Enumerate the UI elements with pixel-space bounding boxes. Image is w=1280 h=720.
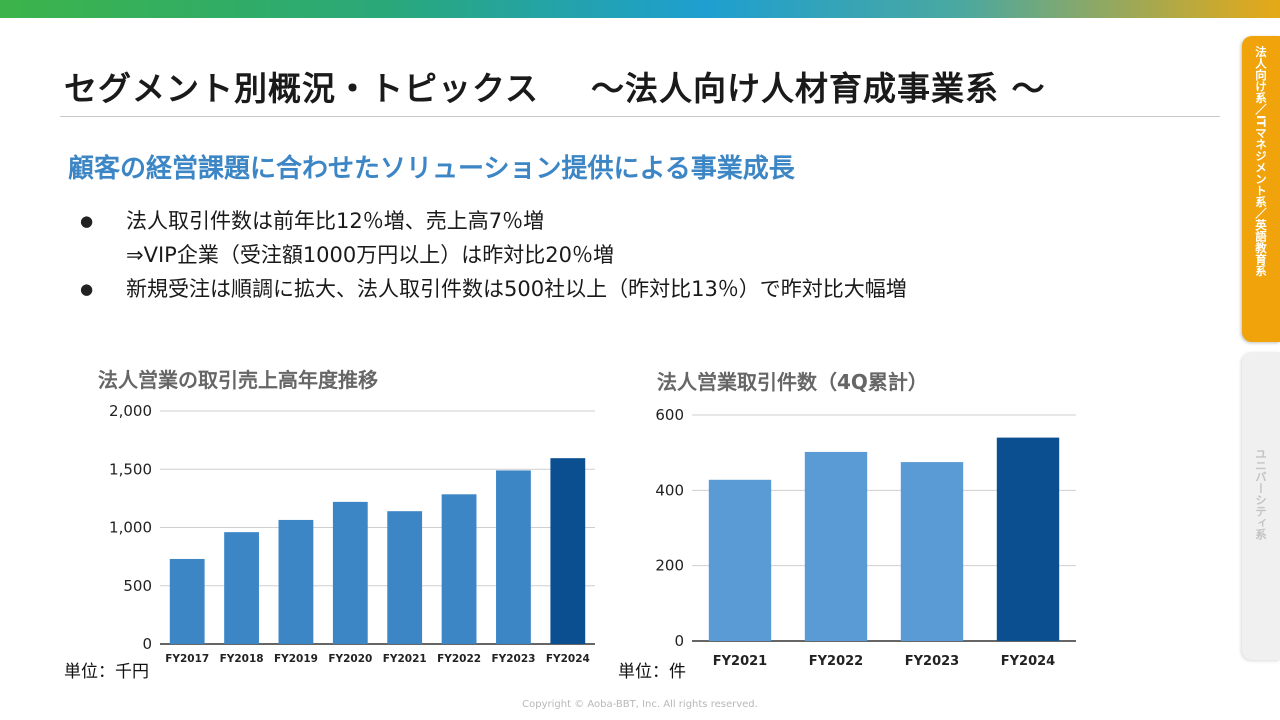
x-tick-label: FY2022 <box>437 653 481 665</box>
chart-title-sales: 法人営業の取引売上高年度推移 <box>98 368 378 392</box>
x-tick-label: FY2024 <box>1001 654 1055 669</box>
bullet-item: 法人取引件数は前年比12％増、売上高7％増 ⇒VIP企業（受注額1000万円以上… <box>80 204 907 272</box>
y-tick-label: 0 <box>142 635 152 653</box>
y-tick-label: 600 <box>655 406 684 424</box>
bar <box>804 451 868 641</box>
tab-corporate-segment[interactable]: 法人向け系／ITマネジメント系／英語教育系 <box>1242 36 1280 342</box>
bar <box>332 501 368 644</box>
x-tick-label: FY2022 <box>809 654 863 669</box>
bullet-subtext: ⇒VIP企業（受注額1000万円以上）は昨対比20％増 <box>126 243 614 267</box>
x-tick-label: FY2019 <box>274 653 318 665</box>
bar <box>224 532 259 644</box>
tab-university-segment[interactable]: ユニバーシティ系 <box>1242 352 1280 660</box>
x-tick-label: FY2020 <box>328 653 372 665</box>
tab-label: ユニバーシティ系 <box>1254 448 1268 540</box>
slide-title-main: セグメント別概況・トピックス <box>64 69 540 108</box>
y-tick-label: 1,000 <box>109 519 152 537</box>
headline: 顧客の経営課題に合わせたソリューション提供による事業成長 <box>68 154 795 184</box>
bar <box>496 470 531 644</box>
slide-title-sub: 〜法人向け人材育成事業系 〜 <box>591 69 1046 108</box>
y-tick-label: 400 <box>655 481 684 499</box>
slide-title: セグメント別概況・トピックス 〜法人向け人材育成事業系 〜 <box>64 62 1046 110</box>
bullet-item: 新規受注は順調に拡大、法人取引件数は500社以上（昨対比13％）で昨対比大幅増 <box>80 272 907 306</box>
count-bar-chart: 0 200 400 600 FY2021 FY2022 FY2023 FY2024 <box>655 406 1076 669</box>
bar <box>169 558 205 644</box>
x-tick-label: FY2023 <box>491 653 535 665</box>
bar <box>996 437 1060 641</box>
top-gradient-bar <box>0 0 1280 18</box>
unit-label-count: 単位：件 <box>618 662 686 682</box>
bar <box>387 511 423 644</box>
x-tick-label: FY2021 <box>713 654 767 669</box>
bullet-text: 新規受注は順調に拡大、法人取引件数は500社以上（昨対比13％）で昨対比大幅増 <box>126 277 907 301</box>
y-tick-label: 0 <box>674 632 684 650</box>
bar <box>278 519 314 644</box>
x-tick-label: FY2023 <box>905 654 959 669</box>
y-tick-label: 2,000 <box>109 402 152 420</box>
y-tick-label: 200 <box>655 557 684 575</box>
y-tick-label: 500 <box>123 577 152 595</box>
title-divider <box>60 116 1220 117</box>
x-tick-label: FY2018 <box>220 653 264 665</box>
x-tick-label: FY2021 <box>383 653 427 665</box>
copyright: Copyright © Aoba-BBT, Inc. All rights re… <box>522 699 758 710</box>
bar <box>550 458 586 644</box>
sales-bar-chart: 0 500 1,000 1,500 2,000 FY2017 FY2018 FY2019 FY2… <box>109 402 595 665</box>
tab-label: 法人向け系／ITマネジメント系／英語教育系 <box>1254 46 1268 277</box>
y-tick-label: 1,500 <box>109 460 152 478</box>
chart-title-count: 法人営業取引件数（4Q累計） <box>657 370 928 394</box>
bullet-text: 法人取引件数は前年比12％増、売上高7％増 <box>126 209 545 233</box>
x-tick-label: FY2017 <box>165 653 209 665</box>
bar <box>708 479 772 641</box>
bar <box>441 494 477 644</box>
x-tick-label: FY2024 <box>546 653 590 665</box>
unit-label-sales: 単位：千円 <box>64 662 149 682</box>
bar <box>900 462 964 641</box>
bullet-list: 法人取引件数は前年比12％増、売上高7％増 ⇒VIP企業（受注額1000万円以上… <box>80 204 907 306</box>
